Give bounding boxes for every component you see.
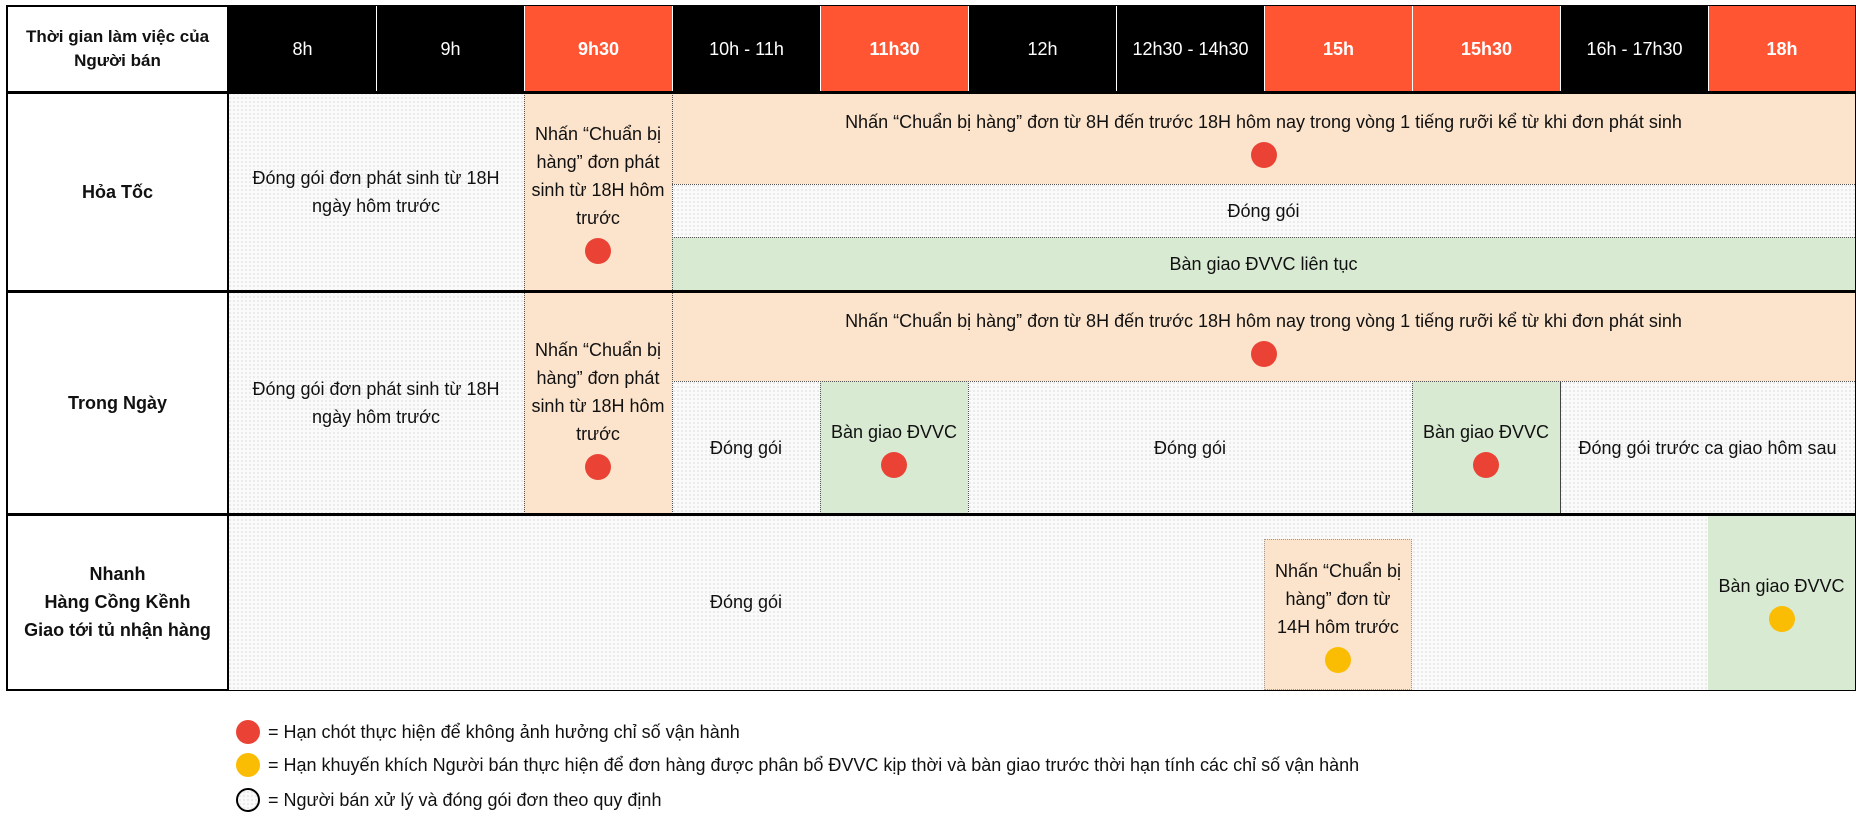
header-corner: Thời gian làm việc của Người bán (25, 27, 210, 70)
divider (227, 5, 229, 691)
cell-text: Nhấn “Chuẩn bị hàng” đơn từ 14H hôm trướ… (1274, 560, 1402, 637)
divider (1412, 381, 1413, 514)
legend-text: = Hạn khuyến khích Người bán thực hiện đ… (268, 754, 1360, 775)
header-time-12h: 12h (968, 6, 1116, 92)
divider (672, 381, 1855, 382)
cell-text: Đóng gói (709, 437, 783, 458)
cell-text: Đóng gói (1153, 437, 1227, 458)
cell-text: Đóng gói đơn phát sinh từ 18H ngày hôm t… (252, 167, 500, 216)
cell-text: Bàn giao ĐVVC (1718, 576, 1845, 596)
header-time-8h: 8h (228, 6, 376, 92)
divider (820, 381, 821, 514)
header-time-12h30-14h30: 12h30 - 14h30 (1116, 6, 1264, 92)
cell-text: Bàn giao ĐVVC liên tục (1169, 254, 1358, 274)
cell-text: Nhấn “Chuẩn bị hàng” đơn từ 8H đến trước… (845, 311, 1682, 331)
hoa-toc-prepare-today: Nhấn “Chuẩn bị hàng” đơn từ 8H đến trước… (672, 92, 1855, 184)
row-label-trong-ngay: Trong Ngày (67, 392, 167, 413)
divider (524, 92, 525, 514)
divider (672, 184, 1855, 185)
cell-text: Nhấn “Chuẩn bị hàng” đơn phát sinh từ 18… (531, 339, 665, 444)
trong-ngay-pack-next: Đóng gói trước ca giao hôm sau (1560, 381, 1855, 514)
row-label-line: Hàng Cồng Kềnh (44, 592, 191, 612)
divider (672, 92, 673, 514)
legend-item-recommended: = Hạn khuyến khích Người bán thực hiện đ… (236, 753, 1359, 777)
cell-text: Đóng gói đơn phát sinh từ 18H ngày hôm t… (252, 378, 500, 427)
deadline-dot-icon (585, 238, 611, 264)
trong-ngay-pack-1: Đóng gói (672, 381, 820, 514)
cell-text: Bàn giao ĐVVC (1422, 421, 1550, 442)
trong-ngay-pack-2: Đóng gói (968, 381, 1412, 514)
nhanh-pack: Đóng gói (228, 514, 1264, 690)
deadline-dot-icon (1473, 451, 1499, 478)
deadline-dot-icon (585, 453, 611, 480)
row-label-nhanh: Nhanh Hàng Cồng Kềnh Giao tới tủ nhận hà… (7, 514, 228, 690)
recommended-dot-icon (1768, 606, 1795, 632)
legend-item-seller-process: = Người bán xử lý và đóng gói đơn theo q… (236, 788, 661, 812)
divider (6, 513, 1856, 516)
trong-ngay-handover-2: Bàn giao ĐVVC (1412, 381, 1560, 514)
header-time-15h: 15h (1264, 6, 1412, 92)
cell-text: Đóng gói trước ca giao hôm sau (1578, 437, 1837, 458)
header-time-10h-11h: 10h - 11h (672, 6, 820, 92)
header-time-15h30: 15h30 (1412, 6, 1560, 92)
trong-ngay-prepare-previous: Nhấn “Chuẩn bị hàng” đơn phát sinh từ 18… (524, 291, 672, 514)
cell-text: Đóng gói (709, 592, 783, 612)
trong-ngay-pack-previous: Đóng gói đơn phát sinh từ 18H ngày hôm t… (228, 291, 524, 514)
trong-ngay-handover-1: Bàn giao ĐVVC (820, 381, 968, 514)
header-time-9h: 9h (376, 6, 524, 92)
trong-ngay-prepare-today: Nhấn “Chuẩn bị hàng” đơn từ 8H đến trước… (672, 291, 1855, 381)
deadline-dot-icon (1250, 341, 1277, 367)
hoa-toc-pack-previous: Đóng gói đơn phát sinh từ 18H ngày hôm t… (228, 92, 524, 291)
cell-text: Nhấn “Chuẩn bị hàng” đơn từ 8H đến trước… (845, 112, 1682, 132)
deadline-dot-icon (1250, 142, 1277, 168)
legend-text: = Hạn chót thực hiện để không ảnh hưởng … (268, 721, 740, 742)
row-label-line: Giao tới tủ nhận hàng (24, 620, 211, 640)
hoa-toc-pack: Đóng gói (672, 184, 1855, 237)
divider (968, 381, 969, 514)
cell-text: Nhấn “Chuẩn bị hàng” đơn phát sinh từ 18… (531, 124, 665, 228)
hoa-toc-handover: Bàn giao ĐVVC liên tục (672, 237, 1855, 291)
recommended-dot-icon (1325, 646, 1351, 673)
header-time-9h30: 9h30 (524, 6, 672, 92)
header-time-16h-17h30: 16h - 17h30 (1560, 6, 1708, 92)
yellow-dot-icon (236, 753, 260, 777)
divider (6, 91, 1856, 94)
nhanh-handover: Bàn giao ĐVVC (1708, 514, 1855, 690)
divider (1560, 381, 1561, 514)
cell-text: Bàn giao ĐVVC (830, 421, 958, 442)
header-time-18h: 18h (1708, 6, 1855, 92)
divider (672, 237, 1855, 238)
dotted-circle-icon (236, 788, 260, 812)
legend-text: = Người bán xử lý và đóng gói đơn theo q… (268, 789, 662, 810)
hoa-toc-prepare-previous: Nhấn “Chuẩn bị hàng” đơn phát sinh từ 18… (524, 92, 672, 291)
divider (6, 290, 1856, 293)
cell-text: Đóng gói (1227, 200, 1300, 221)
deadline-dot-icon (881, 451, 907, 478)
nhanh-prepare: Nhấn “Chuẩn bị hàng” đơn từ 14H hôm trướ… (1264, 539, 1412, 690)
legend-item-deadline: = Hạn chót thực hiện để không ảnh hưởng … (236, 720, 740, 744)
row-label-hoa-toc: Hỏa Tốc (81, 181, 153, 202)
header-time-11h30: 11h30 (820, 6, 968, 92)
red-dot-icon (236, 720, 260, 744)
row-label-line: Nhanh (89, 564, 146, 584)
